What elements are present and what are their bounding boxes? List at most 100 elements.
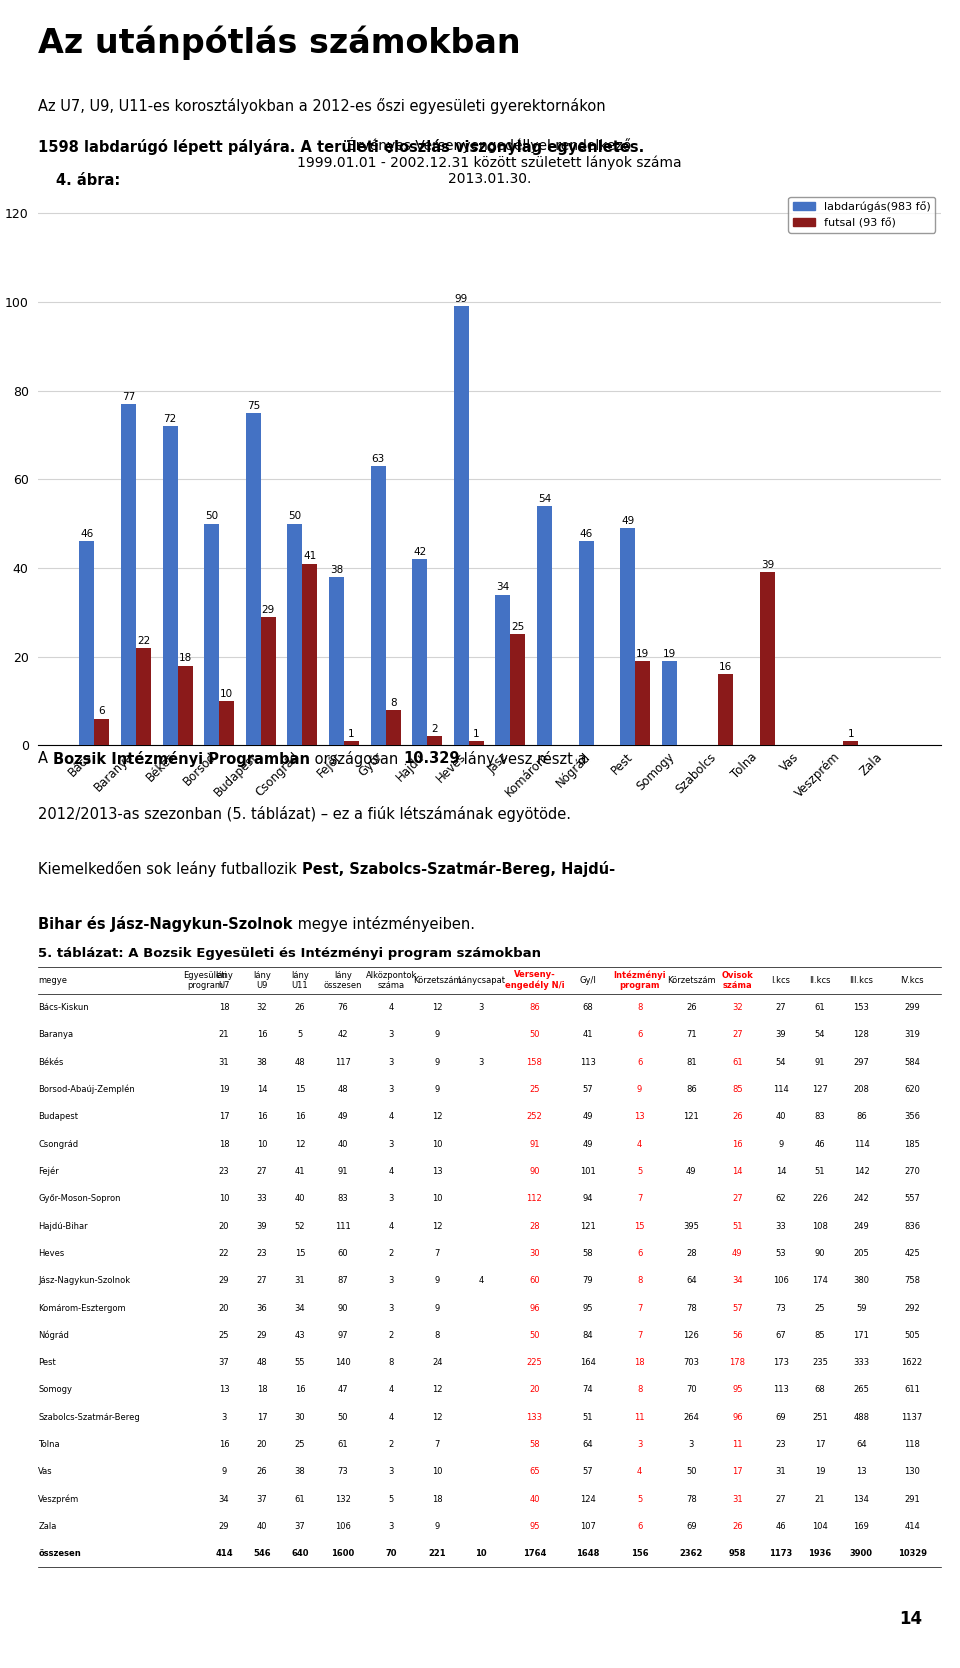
Text: 18: 18 — [432, 1495, 443, 1503]
Text: 5: 5 — [637, 1495, 642, 1503]
Text: megye intézményeiben.: megye intézményeiben. — [293, 916, 475, 932]
Text: Jász-Nagykun-Szolnok: Jász-Nagykun-Szolnok — [38, 1276, 131, 1286]
Text: 49: 49 — [621, 515, 635, 525]
Text: 40: 40 — [295, 1194, 305, 1203]
Bar — [329, 577, 344, 746]
Text: 51: 51 — [815, 1168, 826, 1176]
Text: 36: 36 — [256, 1303, 268, 1313]
Text: 134: 134 — [853, 1495, 870, 1503]
Text: 48: 48 — [295, 1058, 305, 1068]
Text: lány
összesen: lány összesen — [324, 971, 362, 991]
Text: Gy/I: Gy/I — [580, 976, 596, 984]
Text: 21: 21 — [815, 1495, 826, 1503]
Text: lány
U9: lány U9 — [253, 971, 271, 991]
Text: 3: 3 — [389, 1031, 394, 1039]
Text: 10: 10 — [432, 1468, 443, 1476]
Text: 90: 90 — [338, 1303, 348, 1313]
Text: 74: 74 — [583, 1386, 593, 1394]
Bar — [344, 741, 359, 746]
Text: 8: 8 — [636, 1386, 642, 1394]
Text: 64: 64 — [686, 1276, 697, 1286]
Text: 32: 32 — [256, 1002, 267, 1012]
Text: 50: 50 — [205, 512, 218, 522]
Text: 11: 11 — [635, 1413, 645, 1421]
Bar — [80, 542, 94, 746]
Text: 14: 14 — [732, 1168, 743, 1176]
Bar — [121, 404, 136, 746]
Bar — [511, 634, 525, 746]
Text: Hajdú-Bihar: Hajdú-Bihar — [38, 1221, 88, 1231]
Text: 584: 584 — [904, 1058, 920, 1068]
Text: 640: 640 — [291, 1550, 309, 1558]
Text: 70: 70 — [686, 1386, 697, 1394]
Text: 16: 16 — [719, 662, 732, 672]
Text: 38: 38 — [330, 565, 343, 575]
Text: 19: 19 — [219, 1086, 229, 1094]
Text: 20: 20 — [256, 1439, 267, 1449]
Text: 19: 19 — [636, 649, 649, 659]
Text: Csongrád: Csongrád — [38, 1139, 79, 1149]
Text: 4: 4 — [637, 1468, 642, 1476]
Text: 25: 25 — [815, 1303, 826, 1313]
Text: 14: 14 — [776, 1168, 786, 1176]
Text: 546: 546 — [253, 1550, 271, 1558]
Text: 73: 73 — [338, 1468, 348, 1476]
Text: 26: 26 — [256, 1468, 267, 1476]
Text: 703: 703 — [684, 1358, 699, 1368]
Text: 3: 3 — [389, 1303, 394, 1313]
Text: 14: 14 — [256, 1086, 267, 1094]
Text: 114: 114 — [773, 1086, 789, 1094]
Text: 26: 26 — [295, 1002, 305, 1012]
Text: 62: 62 — [776, 1194, 786, 1203]
Text: 173: 173 — [773, 1358, 789, 1368]
Text: 90: 90 — [815, 1249, 826, 1258]
Text: 2: 2 — [431, 724, 438, 734]
Text: 19: 19 — [662, 649, 676, 659]
Text: 50: 50 — [338, 1413, 348, 1421]
Text: 48: 48 — [256, 1358, 267, 1368]
Text: 77: 77 — [122, 392, 135, 402]
Text: 86: 86 — [686, 1086, 697, 1094]
Text: 106: 106 — [335, 1521, 351, 1531]
Text: 49: 49 — [338, 1113, 348, 1121]
Text: 4: 4 — [389, 1221, 394, 1231]
Text: Verseny-
engedély N/i: Verseny- engedély N/i — [505, 971, 564, 991]
Text: 91: 91 — [338, 1168, 348, 1176]
Text: 8: 8 — [435, 1331, 440, 1339]
Text: 67: 67 — [776, 1331, 786, 1339]
Text: 10329: 10329 — [898, 1550, 926, 1558]
Text: 8: 8 — [389, 1358, 394, 1368]
Text: 142: 142 — [853, 1168, 870, 1176]
Text: 25: 25 — [512, 622, 524, 632]
Text: 121: 121 — [580, 1221, 596, 1231]
Text: 28: 28 — [686, 1249, 697, 1258]
Text: A: A — [38, 751, 53, 766]
Text: 16: 16 — [219, 1439, 229, 1449]
Text: Körzetszám: Körzetszám — [667, 976, 715, 984]
Text: 106: 106 — [773, 1276, 789, 1286]
Text: 76: 76 — [338, 1002, 348, 1012]
Text: 25: 25 — [529, 1086, 540, 1094]
Text: 39: 39 — [256, 1221, 267, 1231]
Text: 117: 117 — [335, 1058, 351, 1068]
Text: 3: 3 — [478, 1058, 484, 1068]
Text: 27: 27 — [256, 1168, 267, 1176]
Text: 31: 31 — [295, 1276, 305, 1286]
Text: 4: 4 — [637, 1139, 642, 1149]
Text: 1173: 1173 — [769, 1550, 793, 1558]
Text: 70: 70 — [386, 1550, 397, 1558]
Text: 3: 3 — [636, 1439, 642, 1449]
Text: 113: 113 — [773, 1386, 789, 1394]
Text: Somogy: Somogy — [38, 1386, 72, 1394]
Text: 264: 264 — [684, 1413, 699, 1421]
Text: 3: 3 — [389, 1276, 394, 1286]
Text: 395: 395 — [684, 1221, 699, 1231]
Text: 251: 251 — [812, 1413, 828, 1421]
Text: 15: 15 — [295, 1249, 305, 1258]
Text: 1764: 1764 — [523, 1550, 546, 1558]
Text: 61: 61 — [815, 1002, 826, 1012]
Text: 12: 12 — [432, 1113, 443, 1121]
Text: 3900: 3900 — [850, 1550, 873, 1558]
Text: 9: 9 — [779, 1139, 783, 1149]
Text: 59: 59 — [856, 1303, 867, 1313]
